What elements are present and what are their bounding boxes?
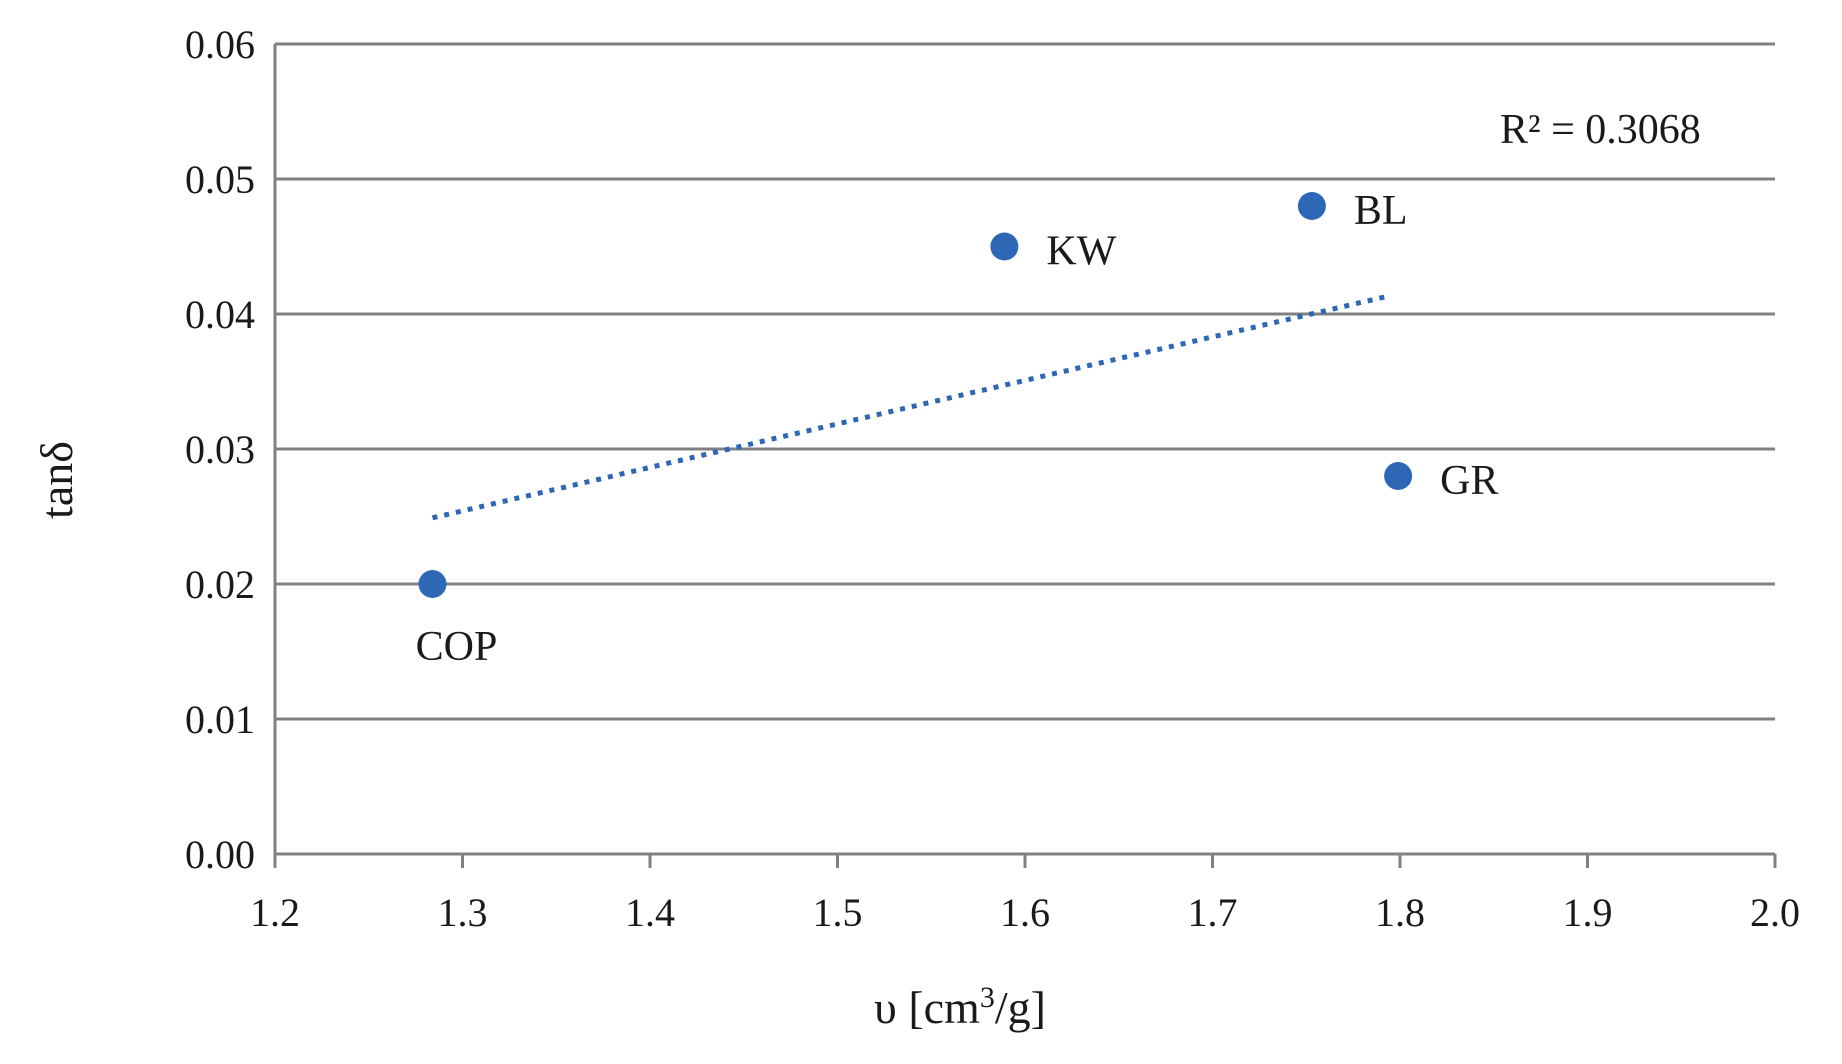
x-tick-label: 1.5 bbox=[813, 890, 863, 935]
x-tick-label: 1.2 bbox=[250, 890, 300, 935]
point-label-bl: BL bbox=[1354, 188, 1408, 234]
y-tick-label: 0.06 bbox=[185, 22, 255, 67]
data-point-kw bbox=[990, 232, 1019, 261]
r-squared-annotation: R² = 0.3068 bbox=[1500, 107, 1701, 153]
x-tick-label: 1.6 bbox=[1000, 890, 1050, 935]
point-label-gr: GR bbox=[1440, 458, 1498, 504]
y-tick-label: 0.05 bbox=[185, 157, 255, 202]
y-tick-label: 0.04 bbox=[185, 292, 255, 337]
x-tick-label: 1.9 bbox=[1563, 890, 1613, 935]
grid-layer bbox=[275, 42, 1775, 721]
data-point-bl bbox=[1297, 192, 1326, 220]
point-label-cop: COP bbox=[416, 624, 498, 670]
x-axis-title-tail: /g] bbox=[995, 982, 1046, 1033]
y-tick-label: 0.03 bbox=[185, 427, 255, 472]
x-tick-label: 1.3 bbox=[438, 890, 488, 935]
point-label-kw: KW bbox=[1046, 229, 1116, 275]
axis-layer: 0.00 0.01 0.02 0.03 0.04 0.05 0.06 1.2 1.3 1.4 1.5… bbox=[185, 22, 1800, 935]
data-point-gr bbox=[1384, 462, 1413, 490]
x-tick-label: 1.7 bbox=[1188, 890, 1238, 935]
data-points-layer: COP KW BL GR bbox=[416, 188, 1499, 670]
x-axis-title-base: υ [cm bbox=[874, 982, 980, 1033]
y-tick-label: 0.00 bbox=[185, 832, 255, 877]
x-tick-label: 1.4 bbox=[625, 890, 675, 935]
linear-trendline bbox=[431, 294, 1388, 521]
x-axis-title: υ [cm3/g] bbox=[874, 981, 1046, 1034]
x-axis-title-superscript: 3 bbox=[980, 981, 995, 1014]
y-tick-label: 0.02 bbox=[185, 562, 255, 607]
data-point-cop bbox=[418, 570, 447, 598]
x-tick-label: 2.0 bbox=[1750, 890, 1800, 935]
trendline-layer bbox=[431, 294, 1388, 521]
y-tick-label: 0.01 bbox=[185, 697, 255, 742]
x-tick-label: 1.8 bbox=[1375, 890, 1425, 935]
y-axis-title: tanδ bbox=[31, 441, 82, 519]
